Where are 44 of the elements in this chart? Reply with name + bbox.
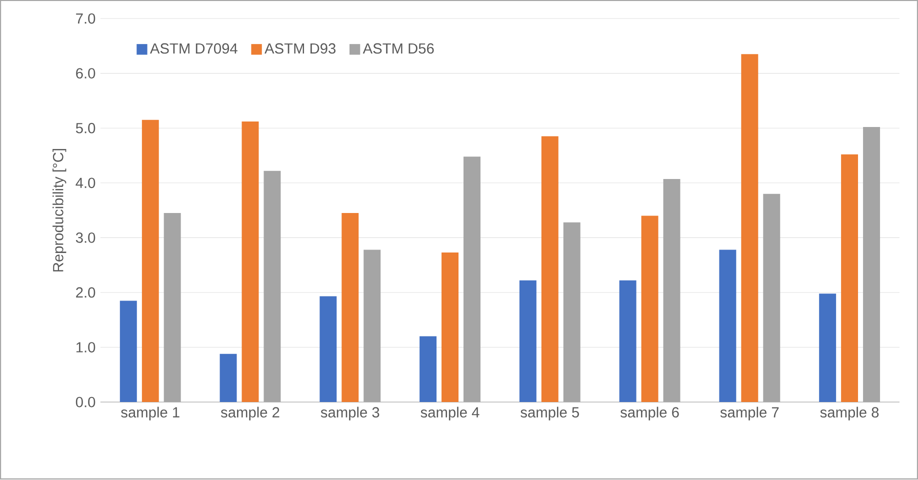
x-tick-label: sample 2 <box>220 407 280 421</box>
x-tick-label: sample 6 <box>620 407 679 421</box>
x-tick-label: sample 8 <box>820 407 879 421</box>
bar <box>863 127 880 402</box>
y-tick-label: 5.0 <box>76 123 96 134</box>
legend-label: ASTM D93 <box>264 44 336 54</box>
bar <box>342 213 359 402</box>
x-tick-label: sample 5 <box>520 407 579 421</box>
bar <box>364 250 381 402</box>
y-tick-label: 1.0 <box>76 342 96 353</box>
bar <box>763 194 780 402</box>
bar <box>841 154 858 402</box>
bar <box>242 122 259 402</box>
y-tick-label: 0.0 <box>76 397 96 408</box>
bar <box>663 179 680 402</box>
bar <box>741 54 758 402</box>
bar <box>420 336 437 402</box>
x-tick-label: sample 1 <box>121 407 180 421</box>
y-tick-label: 3.0 <box>76 232 96 244</box>
bar <box>641 216 658 402</box>
bar <box>541 136 558 402</box>
x-tick-label: sample 7 <box>720 407 779 421</box>
bar <box>464 156 480 402</box>
bar <box>120 300 137 402</box>
y-tick-label: 7.0 <box>76 14 96 24</box>
bar <box>619 280 636 402</box>
bar <box>442 252 459 402</box>
y-tick-label: 6.0 <box>76 68 96 79</box>
legend-label: ASTM D7094 <box>150 44 238 54</box>
bar <box>264 171 281 402</box>
y-axis-title: Reproducibility [°C] <box>52 149 66 272</box>
bar <box>164 213 181 402</box>
bar <box>220 354 237 402</box>
bar <box>142 120 159 402</box>
bar <box>519 280 536 402</box>
y-tick-label: 4.0 <box>76 178 96 188</box>
bar <box>819 294 836 402</box>
y-tick-label: 2.0 <box>76 288 96 298</box>
legend-label: ASTM D56 <box>362 44 434 54</box>
bar <box>320 296 337 402</box>
bar <box>563 222 580 402</box>
x-tick-label: sample 4 <box>420 407 480 421</box>
bar <box>719 250 736 402</box>
x-tick-label: sample 3 <box>320 407 380 421</box>
